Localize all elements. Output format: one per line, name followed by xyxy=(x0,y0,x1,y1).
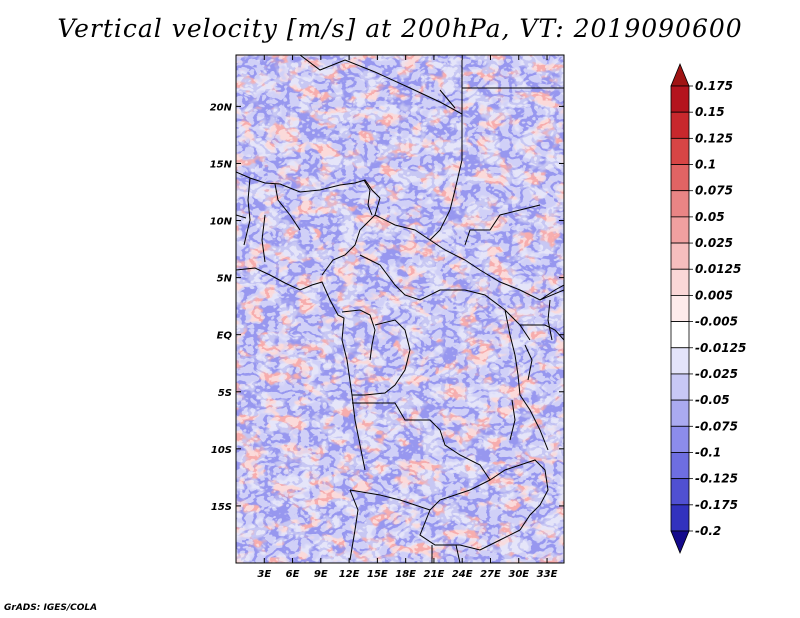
colorbar-swatch xyxy=(670,347,690,375)
lat-tick-label: 10S xyxy=(211,445,232,456)
lon-tick-label: 9E xyxy=(314,569,328,580)
colorbar-top-arrow xyxy=(670,62,690,87)
plot-frame xyxy=(235,54,565,564)
colorbar-label: 0.075 xyxy=(695,184,733,198)
colorbar-label: 0.15 xyxy=(695,105,725,119)
lat-tick-label: 10N xyxy=(210,217,233,228)
colorbar-swatch xyxy=(670,373,690,401)
colorbar-swatch xyxy=(670,399,690,427)
lat-tick-label: 15S xyxy=(211,502,232,513)
colorbar-label: 0.175 xyxy=(695,79,733,93)
lat-tick-label: 20N xyxy=(210,102,233,113)
colorbar-label: -0.1 xyxy=(695,445,721,459)
colorbar-label: 0.005 xyxy=(695,288,733,302)
colorbar-label: -0.0125 xyxy=(695,341,746,355)
latitude-axis: 20N 15N 10N 5N EQ 5S 10S 15S xyxy=(210,102,564,513)
lat-tick-label: 5N xyxy=(217,274,233,285)
colorbar-swatch xyxy=(670,164,690,192)
colorbar-swatch xyxy=(670,242,690,270)
colorbar-bottom-arrow xyxy=(670,530,690,555)
colorbar-label: -0.125 xyxy=(695,472,738,486)
colorbar-swatch xyxy=(670,268,690,296)
longitude-axis: 3E 6E 9E 12E 15E 18E 21E 24E 27E 30E 33E xyxy=(257,55,558,580)
lon-tick-label: 30E xyxy=(508,569,529,580)
colorbar-swatch xyxy=(670,85,690,113)
colorbar-label: -0.2 xyxy=(695,524,721,538)
map-title: Vertical velocity [m/s] at 200hPa, VT: 2… xyxy=(57,14,743,43)
colorbar: 0.175 0.15 0.125 0.1 0.075 0.05 0.025 0.0125 0.0… xyxy=(670,62,746,555)
colorbar-swatch xyxy=(670,137,690,165)
colorbar-swatch xyxy=(670,452,690,480)
colorbar-label: -0.075 xyxy=(695,419,738,433)
colorbar-swatch xyxy=(670,425,690,453)
lon-tick-label: 24E xyxy=(452,569,473,580)
country-borders xyxy=(236,55,564,563)
lon-tick-label: 6E xyxy=(286,569,300,580)
colorbar-label: 0.125 xyxy=(695,131,733,145)
colorbar-label: 0.0125 xyxy=(695,262,741,276)
colorbar-label: -0.05 xyxy=(695,393,730,407)
lon-tick-label: 15E xyxy=(367,569,388,580)
colorbar-swatch xyxy=(670,216,690,244)
grads-credit: GrADS: IGES/COLA xyxy=(4,603,98,613)
colorbar-label: -0.175 xyxy=(695,498,738,512)
colorbar-label: -0.025 xyxy=(695,367,738,381)
colorbar-swatch xyxy=(670,111,690,139)
lat-tick-label: 15N xyxy=(210,159,233,170)
lon-tick-label: 33E xyxy=(537,569,558,580)
lon-tick-label: 3E xyxy=(257,569,271,580)
lon-tick-label: 18E xyxy=(395,569,416,580)
lon-tick-label: 27E xyxy=(480,569,501,580)
colorbar-swatch xyxy=(670,478,690,506)
lon-tick-label: 21E xyxy=(424,569,445,580)
colorbar-swatch xyxy=(670,504,690,532)
colorbar-label: 0.05 xyxy=(695,210,725,224)
lat-tick-label: EQ xyxy=(217,331,233,342)
colorbar-label: 0.1 xyxy=(695,158,716,172)
colorbar-swatch xyxy=(670,321,690,349)
colorbar-label: -0.005 xyxy=(695,315,738,329)
colorbar-label: 0.025 xyxy=(695,236,733,250)
lon-tick-label: 12E xyxy=(339,569,360,580)
colorbar-swatch xyxy=(670,190,690,218)
vertical-velocity-field xyxy=(236,55,564,563)
colorbar-swatch xyxy=(670,295,690,322)
lat-tick-label: 5S xyxy=(218,388,232,399)
